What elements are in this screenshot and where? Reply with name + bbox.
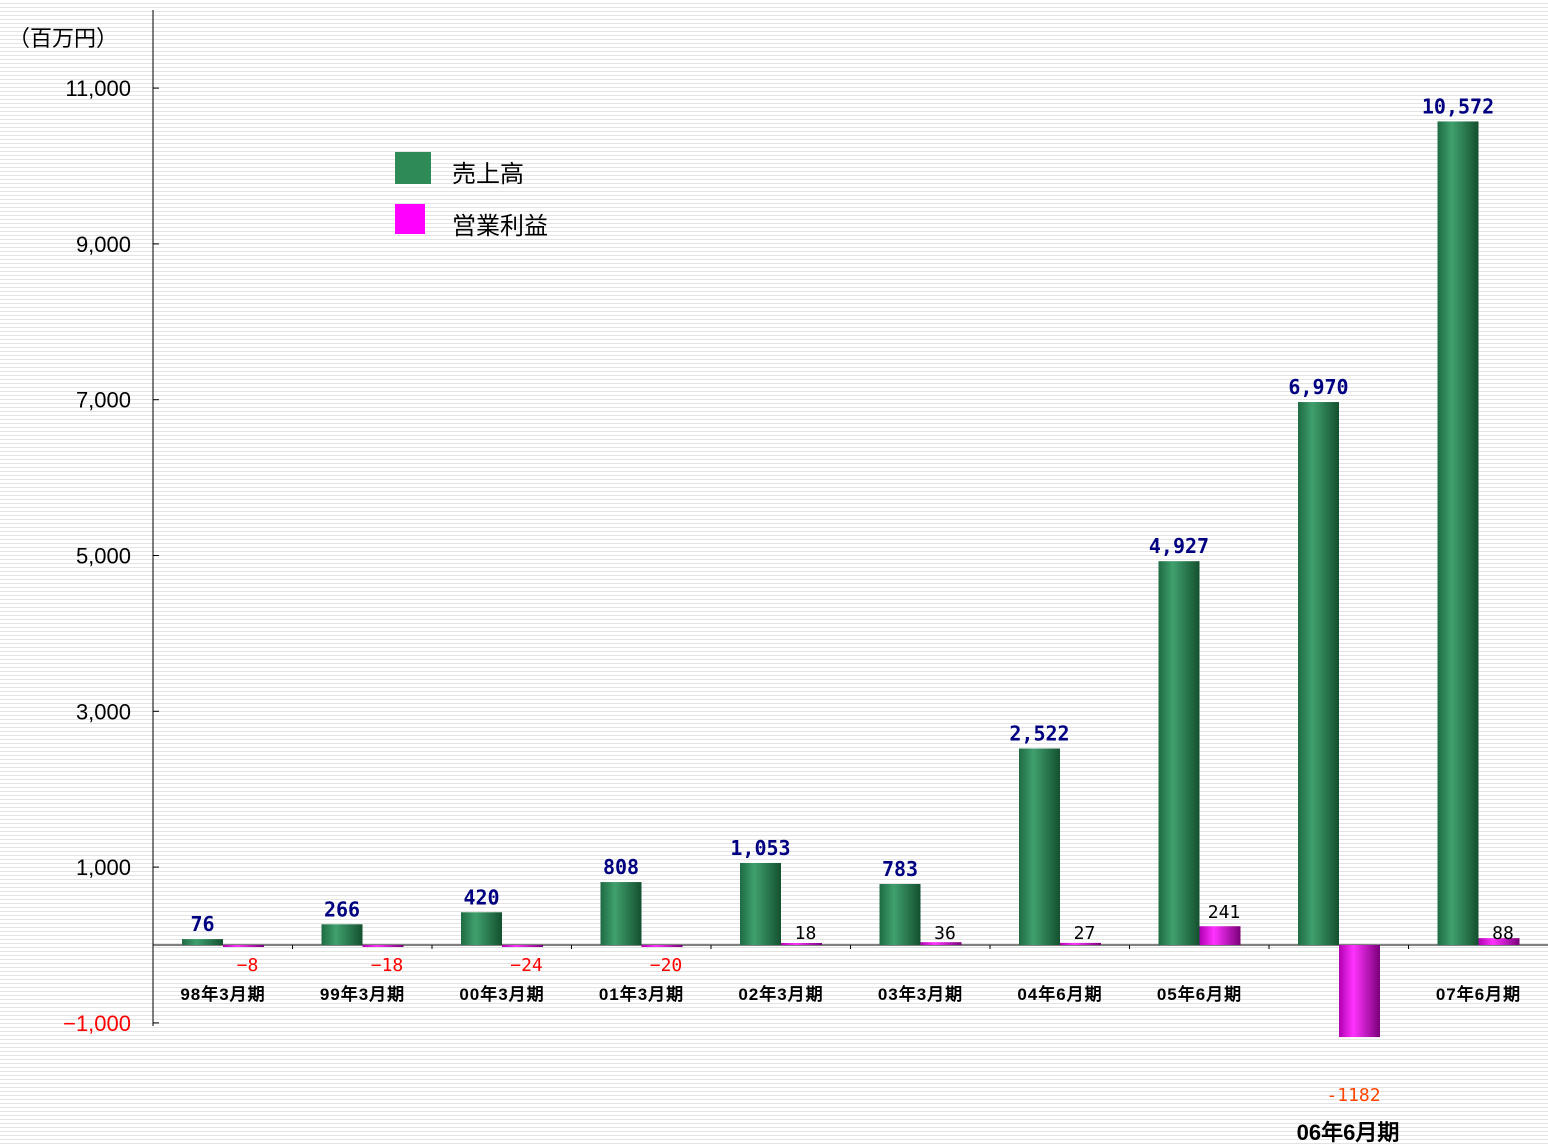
y-axis-unit-label: （百万円）: [8, 26, 118, 51]
category-label: 02年3月期: [738, 984, 823, 1004]
y-tick-label: −1,000: [63, 1011, 131, 1036]
legend-swatch-sales: [395, 152, 431, 184]
y-tick-label: 9,000: [76, 232, 131, 257]
data-label-sales: 2,522: [1009, 722, 1069, 746]
bar-sales: [321, 924, 363, 945]
category-label: 05年6月期: [1157, 984, 1242, 1004]
data-label-sales: 76: [190, 912, 214, 936]
y-tick-label: 11,000: [65, 76, 131, 101]
bar-profit: [1478, 938, 1520, 945]
data-label-profit: 241: [1208, 902, 1241, 923]
category-label: 06年6月期: [1297, 1120, 1400, 1145]
bar-sales: [1437, 121, 1479, 945]
data-label-sales: 420: [463, 885, 499, 909]
category-label: 07年6月期: [1436, 984, 1521, 1004]
data-label-profit: 36: [934, 923, 956, 944]
bar-sales: [879, 884, 921, 945]
data-label-sales: 783: [882, 857, 918, 881]
category-label: 00年3月期: [459, 984, 544, 1004]
y-axis-ticks: 11,000 9,000 7,000 5,000 3,000 1,000 −1,000: [63, 76, 159, 1036]
bar-profit: [641, 945, 683, 947]
data-label-profit: −24: [510, 955, 543, 976]
data-label-sales: 6,970: [1288, 375, 1348, 399]
data-label-sales: 1,053: [730, 836, 790, 860]
bar-profit: [1339, 945, 1380, 1038]
data-label-profit: −18: [371, 955, 404, 976]
data-label-profit: −8: [237, 955, 259, 976]
bar-profit: [1199, 926, 1241, 945]
data-label-sales: 4,927: [1149, 534, 1209, 558]
category-label: 01年3月期: [599, 984, 684, 1004]
legend-label-sales: 売上高: [452, 161, 524, 188]
bar-profit: [223, 945, 264, 947]
category-label: 98年3月期: [180, 984, 265, 1004]
bar-series: [182, 121, 1520, 1038]
category-label: 99年3月期: [320, 984, 405, 1004]
x-axis-ticks: [292, 945, 1409, 949]
category-label: 03年3月期: [878, 984, 963, 1004]
category-label: 04年6月期: [1017, 984, 1102, 1004]
bar-profit: [781, 943, 822, 945]
data-label-profit: -1182: [1326, 1085, 1380, 1106]
data-label-sales: 10,572: [1422, 94, 1494, 118]
data-label-sales: 808: [603, 855, 639, 879]
bar-sales: [1298, 402, 1339, 945]
bar-sales: [1019, 748, 1060, 945]
bar-profit: [1060, 942, 1101, 945]
legend: 売上高 営業利益: [395, 152, 548, 240]
y-tick-label: 1,000: [76, 855, 131, 880]
bar-sales: [182, 939, 223, 945]
bar-profit: [920, 942, 962, 945]
legend-swatch-profit: [395, 204, 425, 234]
data-label-sales: 266: [324, 897, 360, 921]
bar-sales: [600, 882, 642, 945]
data-label-profit: −20: [650, 955, 683, 976]
bar-sales: [740, 862, 781, 945]
legend-label-profit: 営業利益: [452, 213, 548, 240]
bar-sales: [461, 912, 502, 945]
data-label-profit: 18: [795, 923, 817, 944]
y-tick-label: 3,000: [76, 699, 131, 724]
y-tick-label: 7,000: [76, 388, 131, 413]
bar-sales: [1158, 561, 1200, 945]
bar-profit: [362, 945, 404, 947]
y-tick-label: 5,000: [76, 544, 131, 569]
category-labels: 98年3月期 99年3月期 00年3月期 01年3月期 02年3月期 03年3月期 04年6…: [180, 984, 1521, 1145]
data-label-profit: 27: [1074, 923, 1096, 944]
bar-profit: [502, 945, 543, 947]
data-label-profit: 88: [1492, 923, 1514, 944]
data-labels: 76 −8 266 −18 420 −24 808 −20 1,053 18 783 36 2,522 2…: [190, 94, 1513, 1106]
